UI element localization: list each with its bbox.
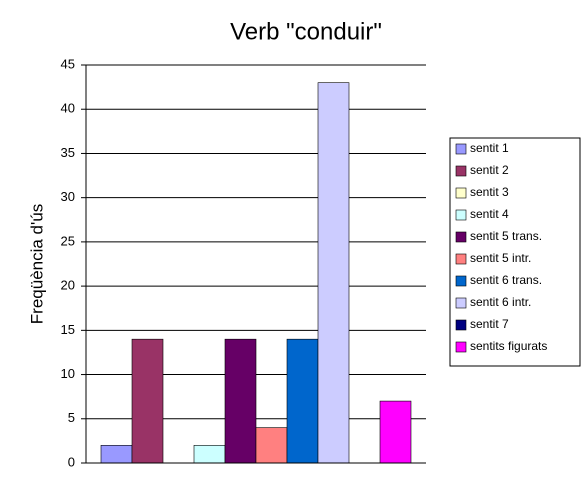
- legend-label: sentits figurats: [470, 339, 547, 353]
- bar: [379, 400, 412, 464]
- legend-swatch: [455, 165, 467, 177]
- legend-swatch: [455, 341, 467, 353]
- legend-box: [449, 137, 581, 367]
- y-tick-label: 5: [68, 410, 75, 425]
- y-tick-label: 35: [61, 145, 75, 160]
- legend-label: sentit 3: [470, 185, 509, 199]
- legend-label: sentit 5 trans.: [470, 229, 542, 243]
- legend-label: sentit 2: [470, 163, 509, 177]
- bar: [286, 338, 319, 464]
- legend-swatch: [455, 231, 467, 243]
- legend-swatch: [455, 253, 467, 265]
- y-tick-label: 40: [61, 101, 75, 116]
- bar: [224, 338, 257, 464]
- y-tick-label: 30: [61, 189, 75, 204]
- legend-label: sentit 6 trans.: [470, 273, 542, 287]
- y-tick-label: 25: [61, 233, 75, 248]
- legend-label: sentit 5 intr.: [470, 251, 531, 265]
- legend-label: sentit 4: [470, 207, 509, 221]
- y-tick-label: 10: [61, 366, 75, 381]
- legend-label: sentit 7: [470, 317, 509, 331]
- legend-label: sentit 6 intr.: [470, 295, 531, 309]
- bar: [100, 445, 133, 464]
- y-tick-label: 15: [61, 322, 75, 337]
- legend-swatch: [455, 143, 467, 155]
- legend-label: sentit 1: [470, 141, 509, 155]
- legend-swatch: [455, 187, 467, 199]
- bar: [317, 82, 350, 464]
- y-axis-label: Freqüència d'ús: [27, 204, 46, 324]
- legend-swatch: [455, 209, 467, 221]
- legend-swatch: [455, 319, 467, 331]
- chart-title: Verb "conduir": [230, 18, 382, 45]
- y-tick-label: 0: [68, 454, 75, 469]
- bar: [131, 338, 164, 464]
- bar: [193, 445, 226, 464]
- bar: [255, 427, 288, 464]
- legend-swatch: [455, 297, 467, 309]
- y-tick-label: 20: [61, 278, 75, 293]
- y-tick-label: 45: [61, 56, 75, 71]
- legend-swatch: [455, 275, 467, 287]
